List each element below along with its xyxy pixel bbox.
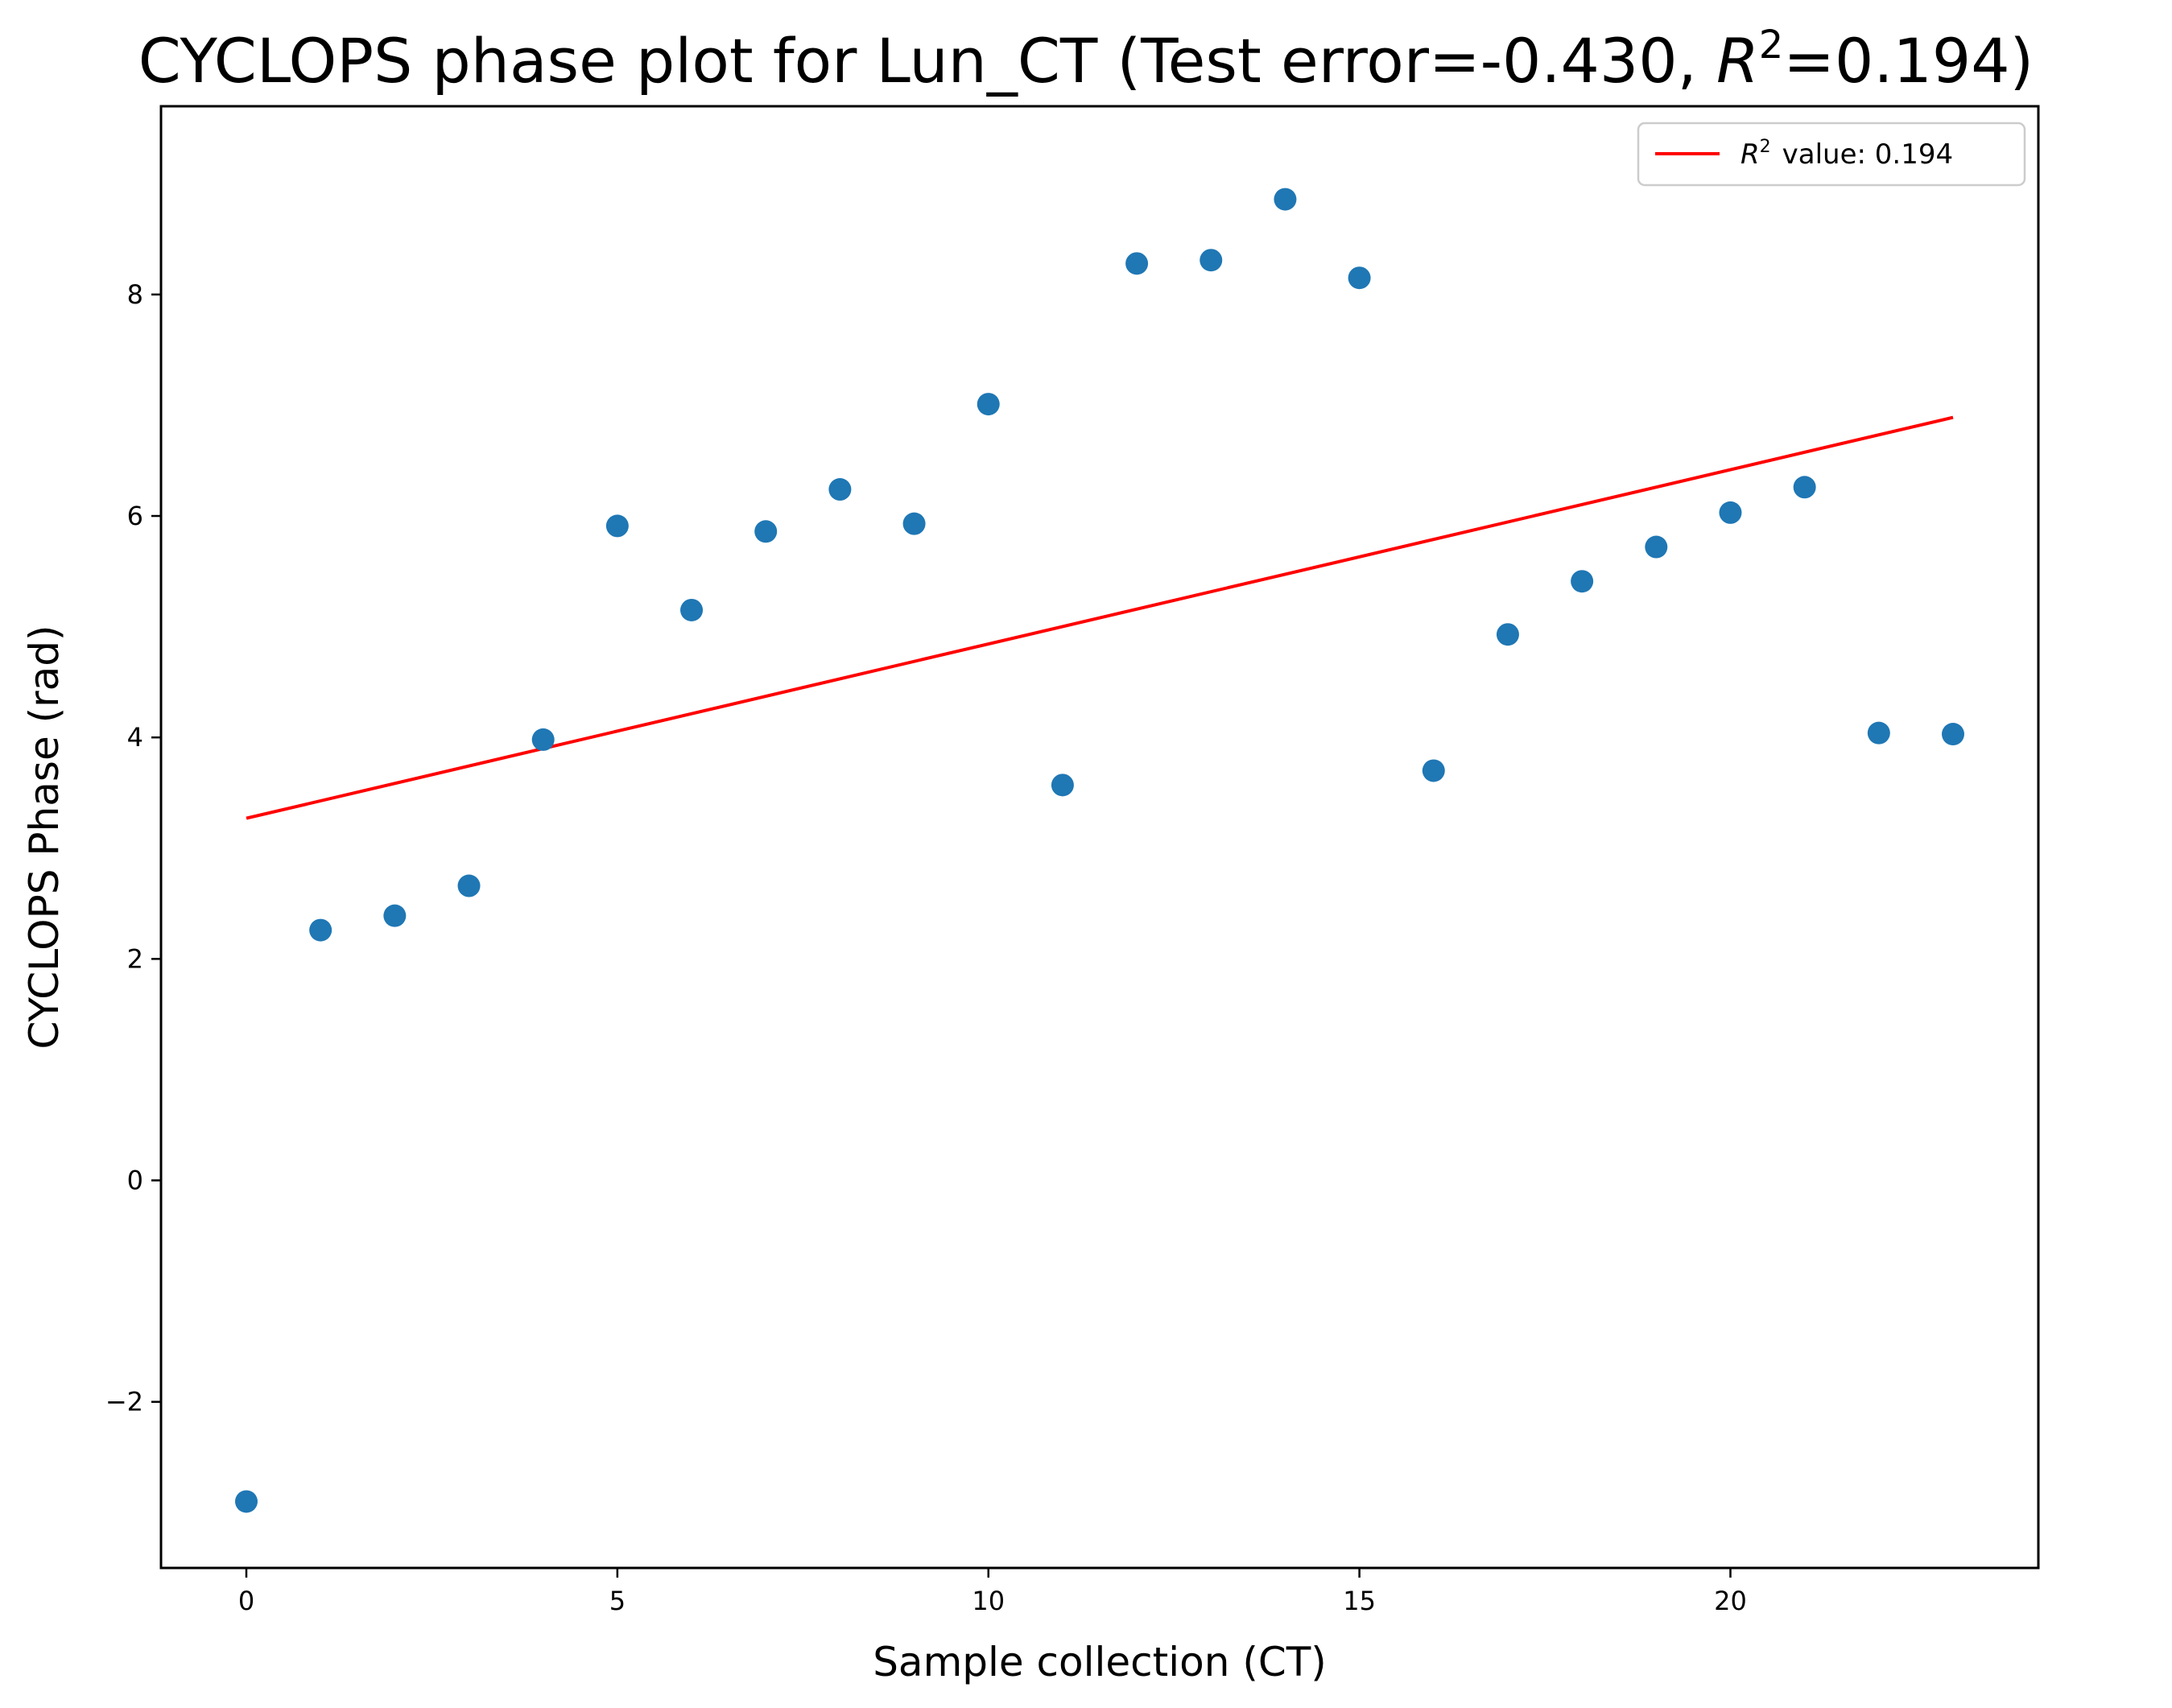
data-point <box>383 904 407 927</box>
data-point <box>457 874 481 897</box>
y-tick-label: 2 <box>127 943 143 974</box>
y-tick-label: 4 <box>127 722 143 753</box>
y-axis-ticks: −2 0 2 4 6 8 <box>105 279 161 1417</box>
data-point <box>1719 501 1742 524</box>
y-tick-label: 0 <box>127 1165 143 1195</box>
data-point <box>605 514 629 538</box>
data-point <box>1496 623 1519 646</box>
y-tick-label: −2 <box>105 1387 143 1417</box>
data-point <box>977 393 1000 416</box>
data-point <box>1867 721 1890 745</box>
y-tick-label: 8 <box>127 279 143 310</box>
data-point <box>754 520 778 543</box>
data-point <box>1793 476 1816 499</box>
data-point <box>235 1490 258 1513</box>
data-point <box>1051 774 1074 797</box>
data-point <box>531 728 555 751</box>
y-tick-label: 6 <box>127 501 143 531</box>
data-point <box>1942 723 1964 746</box>
x-tick-label: 5 <box>609 1586 626 1616</box>
legend-box <box>1637 122 2026 187</box>
x-tick-label: 10 <box>972 1586 1005 1616</box>
data-point <box>1571 570 1594 593</box>
data-points-layer <box>235 188 1964 1513</box>
data-point <box>1348 266 1371 290</box>
fit-line-layer <box>246 415 1954 820</box>
data-point <box>1422 759 1445 782</box>
x-tick-label: 20 <box>1714 1586 1747 1616</box>
data-point <box>1645 535 1668 559</box>
data-point <box>1274 188 1297 211</box>
y-axis-label: CYCLOPS Phase (rad) <box>21 625 68 1049</box>
data-point <box>828 478 852 501</box>
x-tick-label: 0 <box>238 1586 254 1616</box>
legend: R2 value: 0.194 <box>1637 122 2026 187</box>
data-point <box>309 918 332 942</box>
chart-title: CYCLOPS phase plot for Lun_CT (Test erro… <box>138 23 2034 97</box>
data-point <box>1200 249 1223 272</box>
x-tick-label: 15 <box>1343 1586 1376 1616</box>
plot-area-frame <box>159 105 2040 1570</box>
x-axis-ticks: 0 5 10 15 20 <box>238 1568 1747 1616</box>
legend-entry-label: R2 value: 0.194 <box>1740 137 1953 171</box>
x-axis-label: Sample collection (CT) <box>873 1639 1327 1685</box>
data-point <box>680 598 704 621</box>
regression-line <box>246 415 1954 820</box>
data-point <box>902 512 926 535</box>
data-point <box>1125 252 1149 275</box>
